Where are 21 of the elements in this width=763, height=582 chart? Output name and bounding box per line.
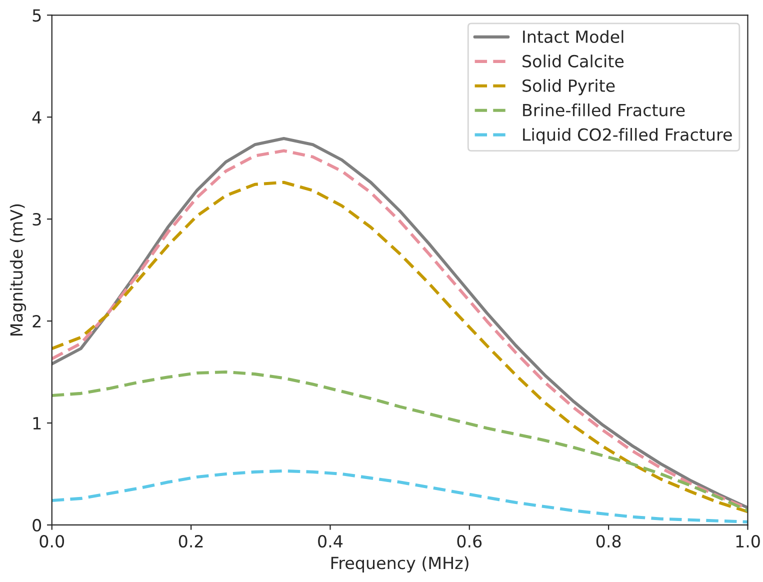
y-tick-label: 2 [32, 314, 40, 328]
x-tick-label: 0.8 [596, 534, 621, 548]
y-tick-label: 4 [32, 111, 42, 124]
y-tick-label: 5 [32, 9, 41, 22]
legend-label: Intact Model [523, 30, 624, 44]
y-axis-title: Magnitude (mV) [10, 204, 26, 336]
legend-label: Solid Pyrite [522, 79, 615, 96]
x-tick-label: 1.0 [736, 534, 760, 548]
y-tick-label: 0 [32, 518, 42, 532]
line-series [52, 370, 748, 512]
x-tick-label: 0.4 [318, 534, 343, 548]
x-tick-label: 0.2 [178, 534, 203, 548]
legend-label: Brine-filled Fracture [523, 104, 685, 116]
line-series [52, 469, 748, 524]
x-tick-label: 0.0 [40, 534, 64, 548]
y-tick-label: 3 [32, 213, 41, 226]
legend-label: Liquid CO2-filled Fracture [523, 128, 732, 144]
legend-label: Solid Calcite [522, 54, 624, 68]
y-tick-label: 1 [33, 417, 41, 430]
x-axis-title: Frequency (MHz) [331, 556, 468, 572]
x-tick-label: 0.6 [457, 534, 482, 548]
